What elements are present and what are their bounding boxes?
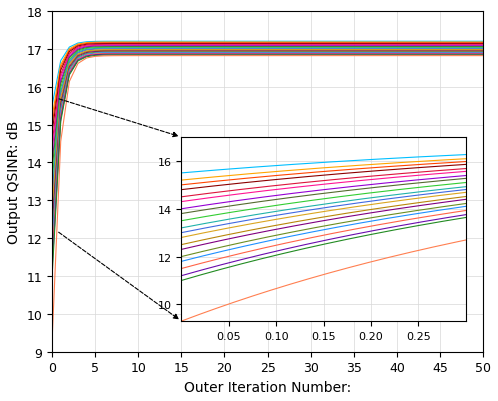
Y-axis label: Output QSINR: dB: Output QSINR: dB <box>7 120 21 243</box>
X-axis label: Outer Iteration Number:: Outer Iteration Number: <box>184 380 351 394</box>
